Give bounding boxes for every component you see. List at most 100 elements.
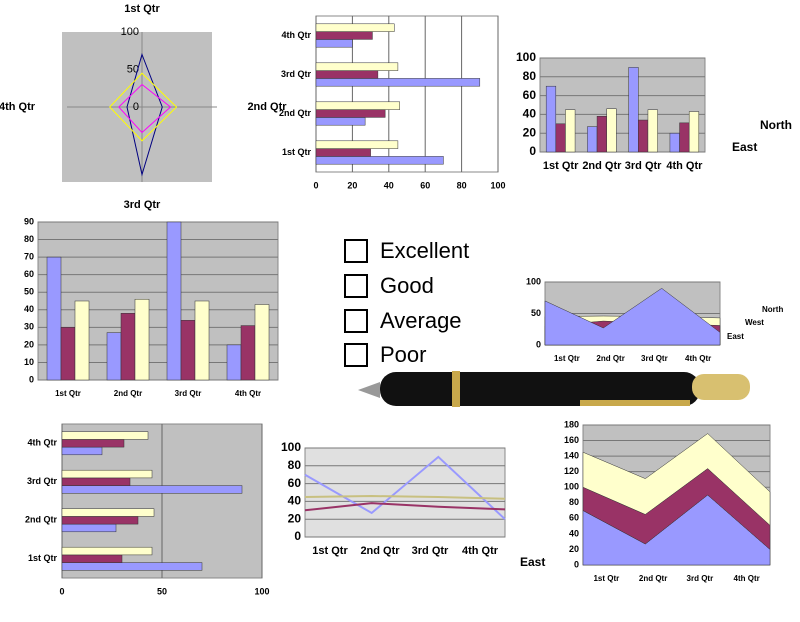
category-label: 1st Qtr (124, 3, 160, 15)
category-label: 1st Qtr (55, 389, 81, 398)
y-tick-label: 90 (24, 216, 34, 226)
y-tick-label: 0 (536, 339, 541, 349)
option-label: Average (380, 308, 462, 333)
category-label: 1st Qtr (282, 147, 312, 157)
y-tick-label: 40 (24, 304, 34, 314)
category-label: 1st Qtr (554, 354, 580, 363)
y-tick-label: 100 (516, 50, 536, 64)
category-label: 3rd Qtr (412, 545, 449, 557)
bar (61, 477, 131, 486)
bar (315, 156, 444, 165)
y-tick-label: 80 (24, 234, 34, 244)
y-tick-label: 80 (288, 458, 302, 472)
checkbox[interactable] (344, 309, 368, 333)
bar (61, 469, 153, 479)
area (544, 287, 721, 346)
pen-clip (580, 400, 690, 406)
bar (596, 116, 607, 153)
bar (638, 119, 649, 153)
category-label: 2nd Qtr (114, 389, 142, 398)
y-tick-label: 100 (564, 482, 579, 492)
bar (315, 70, 379, 79)
x-tick-label: 100 (254, 586, 269, 596)
y-tick-label: 40 (288, 494, 302, 508)
tick-label: 0 (133, 101, 139, 113)
y-tick-label: 70 (24, 251, 34, 261)
category-label: 4th Qtr (235, 389, 261, 398)
bar (180, 320, 196, 381)
y-tick-label: 0 (294, 529, 301, 543)
series-label: East (727, 332, 744, 341)
pen (358, 371, 750, 407)
y-tick-label: 80 (523, 69, 537, 83)
bar (46, 256, 62, 381)
category-label: 2nd Qtr (596, 354, 624, 363)
y-tick-label: 0 (29, 374, 34, 384)
y-tick-label: 120 (564, 466, 579, 476)
y-tick-label: 10 (24, 357, 34, 367)
chart: 0 20 40 60 80 100 120 140 160 180 1st Qtr 2nd Qtr 3r… (564, 419, 771, 583)
area (582, 433, 771, 526)
bar (254, 304, 270, 381)
y-tick-label: 60 (523, 88, 537, 102)
chart: 0 50 100 1st Qtr 2nd Qtr 3rd Qtr 4th Qtr (25, 423, 270, 596)
bar (226, 344, 242, 381)
bar (166, 221, 182, 381)
bar (61, 508, 155, 517)
category-label: 4th Qtr (685, 354, 711, 363)
bar (74, 300, 90, 381)
bar (315, 140, 399, 149)
series-polygon (118, 83, 172, 134)
category-label: 1st Qtr (543, 160, 579, 172)
bar (61, 523, 117, 533)
y-tick-label: 160 (564, 435, 579, 445)
chart: 1st Qtr 2nd Qtr 3rd Qtr 4th Qtr 0 50 100 (0, 3, 287, 211)
category-label: 3rd Qtr (281, 69, 312, 79)
series-polygon (109, 72, 178, 142)
bar (106, 332, 122, 381)
x-tick-label: 40 (384, 180, 394, 190)
chart: 0 20 40 60 80 100 1st Qtr 2nd Qtr 3rd Qtr 4th Qtr… (516, 50, 792, 172)
y-tick-label: 30 (24, 322, 34, 332)
checklist: Excellent Good Average Poor (344, 238, 469, 367)
series-label: North (760, 118, 792, 132)
x-tick-label: 20 (347, 180, 357, 190)
bar (315, 101, 400, 110)
category-label: 2nd Qtr (582, 160, 622, 172)
y-tick-label: 60 (24, 269, 34, 279)
bar (315, 31, 373, 40)
category-label: 4th Qtr (0, 101, 36, 113)
bar (606, 108, 617, 153)
option-label: Poor (380, 342, 426, 367)
line (304, 495, 506, 500)
bar (61, 554, 123, 563)
checkbox[interactable] (344, 343, 368, 367)
x-tick-label: 50 (157, 586, 167, 596)
y-tick-label: 0 (574, 559, 579, 569)
category-label: 3rd Qtr (124, 199, 161, 211)
line (304, 455, 506, 520)
bar (60, 327, 76, 381)
category-label: 4th Qtr (27, 438, 57, 448)
option-label: Good (380, 273, 434, 298)
bar (555, 123, 566, 153)
pen-tip (358, 382, 380, 398)
y-tick-label: 60 (569, 513, 579, 523)
bar (315, 117, 366, 126)
bar (315, 78, 481, 87)
category-label: 4th Qtr (734, 574, 760, 583)
category-label: 1st Qtr (593, 574, 619, 583)
bar (61, 431, 149, 440)
checkbox[interactable] (344, 274, 368, 298)
category-label: 3rd Qtr (641, 354, 668, 363)
bar (565, 109, 576, 153)
x-tick-label: 100 (490, 180, 505, 190)
checkbox[interactable] (344, 239, 368, 263)
bar (315, 109, 386, 118)
bar (647, 109, 658, 153)
category-label: 3rd Qtr (175, 389, 202, 398)
category-label: 2nd Qtr (25, 515, 57, 525)
bar (679, 122, 690, 153)
bar (61, 516, 139, 525)
